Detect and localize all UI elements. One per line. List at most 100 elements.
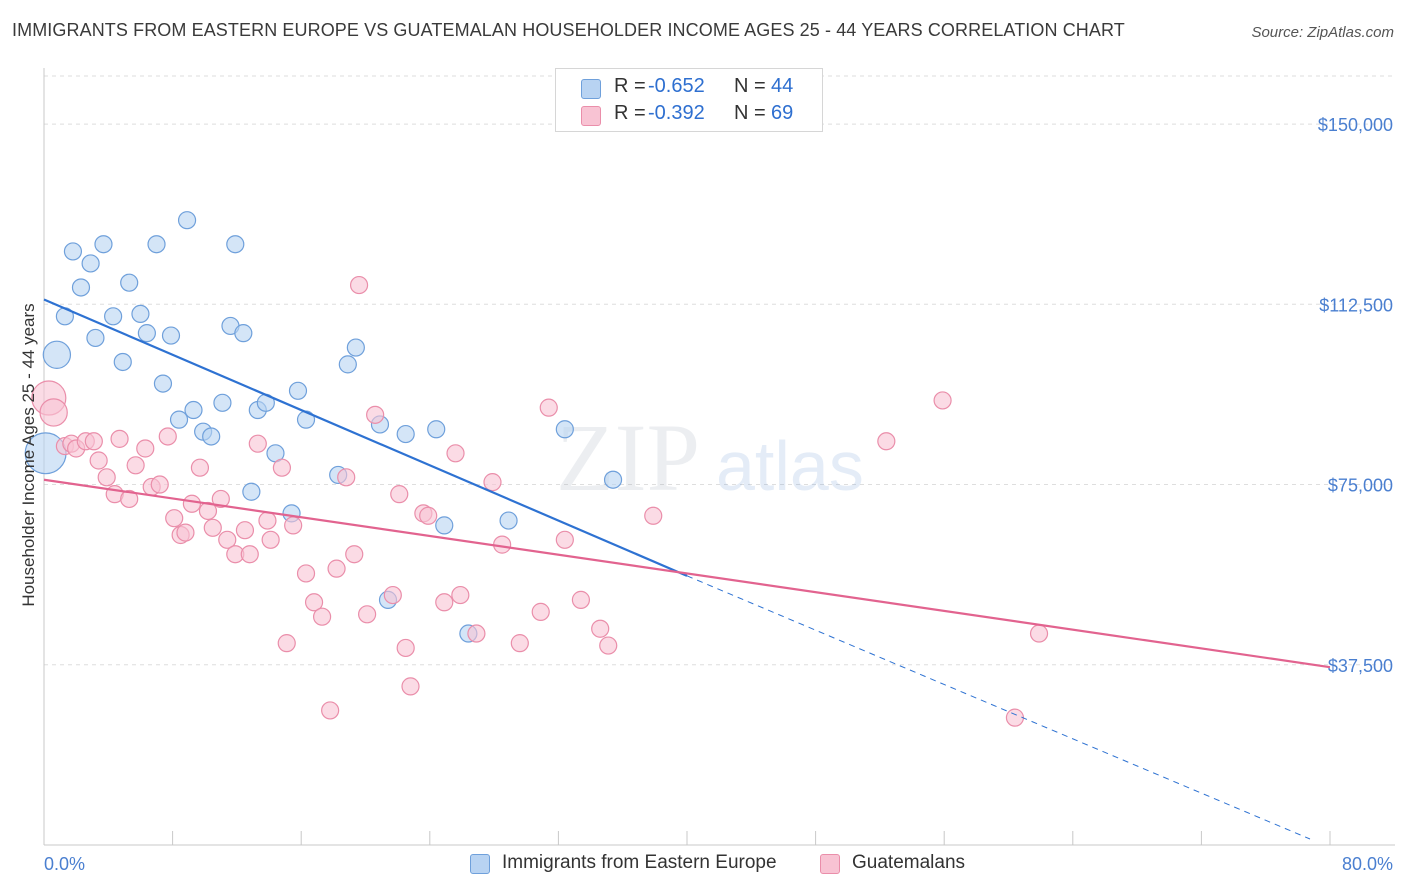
data-point <box>211 489 230 509</box>
data-point <box>603 470 623 489</box>
legend-label: Guatemalans <box>852 852 966 873</box>
data-point <box>182 494 201 513</box>
data-point <box>94 235 113 254</box>
data-point <box>277 634 296 653</box>
data-point <box>284 516 303 535</box>
data-point <box>510 634 529 653</box>
data-point <box>272 458 292 477</box>
data-point <box>419 506 438 525</box>
series-points-guatemalans <box>31 275 1049 727</box>
grid-lines <box>44 75 1395 666</box>
data-point <box>126 456 145 475</box>
data-point <box>218 530 237 549</box>
data-point <box>555 420 574 439</box>
data-point <box>81 254 100 273</box>
y-tick-label: $37,500 <box>1328 656 1393 676</box>
data-point <box>451 585 470 605</box>
data-point <box>349 275 369 295</box>
data-point <box>499 511 518 530</box>
data-point <box>136 439 155 458</box>
legend-swatch-blue <box>470 854 490 874</box>
y-axis-label: Householder Income Ages 25 - 44 years <box>19 303 38 606</box>
data-point <box>288 381 308 400</box>
data-point <box>261 530 280 549</box>
data-point <box>467 624 486 643</box>
data-point <box>71 278 91 297</box>
legend-r-label: R = <box>614 75 646 97</box>
data-point <box>401 677 420 696</box>
data-point <box>104 307 123 326</box>
data-point <box>150 475 169 494</box>
data-point <box>571 590 591 609</box>
data-point <box>113 352 132 372</box>
data-point <box>177 211 197 230</box>
data-point <box>346 338 365 357</box>
data-point <box>483 473 502 492</box>
data-point <box>248 434 267 453</box>
legend-n-label: N = <box>734 102 766 124</box>
legend-swatch-blue <box>581 79 601 99</box>
data-point <box>234 324 253 343</box>
trend-line-blue-extension <box>686 575 1311 840</box>
data-point <box>383 585 402 605</box>
data-point <box>86 328 105 348</box>
y-tick-labels: $37,500 $75,000 $112,500 $150,000 <box>1318 115 1393 676</box>
data-point <box>327 559 346 578</box>
watermark: ZIP atlas <box>556 404 864 511</box>
data-point <box>531 602 550 621</box>
data-point <box>97 468 116 487</box>
data-point <box>304 593 324 612</box>
legend-swatch-pink <box>820 854 840 874</box>
watermark-zip: ZIP <box>556 404 700 511</box>
y-tick-label: $75,000 <box>1328 476 1393 496</box>
data-point <box>184 400 203 420</box>
data-point <box>296 564 316 583</box>
y-tick-label: $150,000 <box>1318 115 1393 135</box>
watermark-atlas: atlas <box>716 427 864 505</box>
data-point <box>190 458 210 477</box>
data-point <box>396 424 415 444</box>
chart-title: IMMIGRANTS FROM EASTERN EUROPE VS GUATEM… <box>12 20 1125 40</box>
data-point <box>39 398 68 427</box>
data-point <box>877 432 896 451</box>
trend-line-pink <box>43 478 1331 669</box>
data-point <box>110 429 129 448</box>
data-point <box>165 509 184 528</box>
data-point <box>137 324 156 343</box>
data-point <box>539 398 558 417</box>
legend-r-value: -0.392 <box>648 102 705 124</box>
data-point <box>213 393 232 412</box>
data-point <box>42 340 72 369</box>
data-point <box>89 451 108 470</box>
trend-line-blue <box>43 298 688 577</box>
data-point <box>258 511 277 530</box>
data-point <box>427 420 446 439</box>
data-point <box>153 374 173 393</box>
data-point <box>321 701 340 720</box>
correlation-legend: R = -0.652 N = 44 R = -0.392 N = 69 <box>555 68 823 132</box>
legend-r-label: R = <box>614 102 646 124</box>
legend-n-value: 44 <box>771 75 794 97</box>
data-point <box>435 516 454 535</box>
data-point <box>120 489 139 509</box>
data-point <box>131 304 150 324</box>
y-tick-label: $112,500 <box>1319 295 1393 315</box>
x-tick-label: 80.0% <box>1342 854 1393 874</box>
data-point <box>358 605 377 624</box>
data-point <box>390 485 409 504</box>
data-point <box>84 432 103 451</box>
data-point <box>158 427 177 446</box>
data-point <box>446 444 465 463</box>
data-point <box>1029 624 1049 643</box>
data-point <box>176 523 195 542</box>
trend-lines <box>43 298 1331 840</box>
data-point <box>366 405 385 424</box>
legend-n-value: 69 <box>771 102 794 124</box>
data-point <box>198 501 218 521</box>
data-point <box>203 518 222 537</box>
legend-label: Immigrants from Eastern Europe <box>502 852 777 873</box>
source-label: Source: ZipAtlas.com <box>1251 24 1394 41</box>
data-point <box>599 636 618 655</box>
data-point <box>555 530 574 549</box>
data-point <box>591 619 610 638</box>
